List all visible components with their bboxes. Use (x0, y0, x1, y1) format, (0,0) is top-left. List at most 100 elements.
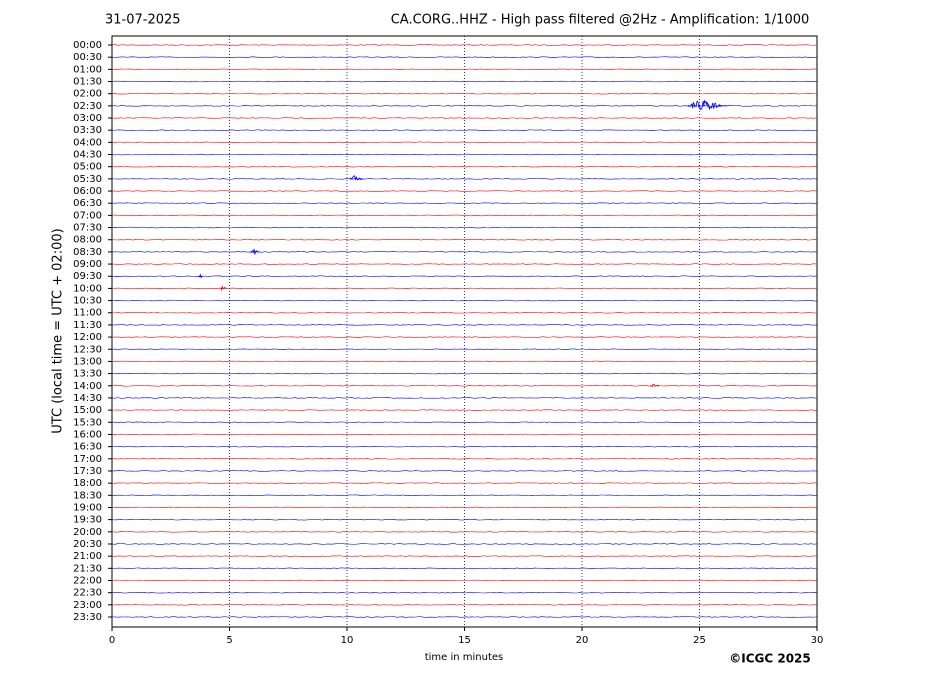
trace (111, 348, 818, 350)
y-axis-label: UTC (local time = UTC + 02:00) (51, 228, 66, 433)
y-tick-label: 20:00 (73, 527, 102, 538)
trace (111, 567, 818, 570)
y-tick-label: 06:00 (73, 186, 102, 197)
y-tick-label: 04:30 (73, 150, 102, 161)
y-tick-label: 02:00 (73, 89, 102, 100)
y-tick-label: 02:30 (73, 101, 102, 112)
trace (111, 336, 818, 338)
trace (111, 80, 818, 83)
trace (111, 287, 818, 290)
trace (111, 385, 818, 387)
y-tick-label: 22:00 (73, 575, 102, 586)
y-tick-label: 05:30 (73, 174, 102, 185)
y-tick-label: 17:30 (73, 466, 102, 477)
trace (111, 239, 818, 241)
trace (111, 275, 818, 277)
y-tick-label: 21:00 (73, 551, 102, 562)
trace (111, 482, 818, 484)
x-tick-label: 30 (811, 635, 824, 646)
y-tick-label: 10:30 (73, 296, 102, 307)
event (687, 99, 728, 111)
trace (111, 506, 818, 509)
x-tick-label: 25 (693, 635, 706, 646)
y-tick-label: 11:00 (73, 308, 102, 319)
trace (111, 518, 818, 521)
trace (111, 579, 818, 582)
trace (111, 68, 818, 71)
y-tick-label: 10:00 (73, 283, 102, 294)
y-tick-label: 12:30 (73, 344, 102, 355)
x-tick-label: 5 (226, 635, 232, 646)
y-tick-label: 09:00 (73, 259, 102, 270)
y-tick-label: 14:30 (73, 393, 102, 404)
chart-title: CA.CORG..HHZ - High pass filtered @2Hz -… (391, 13, 810, 28)
y-tick-label: 16:30 (73, 442, 102, 453)
y-tick-label: 04:00 (73, 137, 102, 148)
y-tick-label: 14:00 (73, 381, 102, 392)
y-tick-label: 21:30 (73, 563, 102, 574)
y-tick-label: 00:00 (73, 40, 102, 51)
y-tick-label: 07:00 (73, 210, 102, 221)
trace (111, 312, 818, 314)
event (649, 383, 660, 388)
y-tick-label: 22:30 (73, 588, 102, 599)
trace (111, 458, 818, 460)
trace (111, 226, 818, 229)
date: 31-07-2025 (105, 13, 181, 28)
trace (111, 56, 818, 58)
y-tick-label: 07:30 (73, 223, 102, 234)
trace (111, 165, 818, 168)
trace (111, 92, 818, 95)
y-tick-label: 09:30 (73, 271, 102, 282)
y-tick-label: 00:30 (73, 52, 102, 63)
y-tick-label: 16:00 (73, 429, 102, 440)
trace (111, 251, 818, 253)
y-tick-label: 06:30 (73, 198, 102, 209)
y-tick-label: 12:00 (73, 332, 102, 343)
trace (111, 409, 818, 411)
y-tick-label: 23:00 (73, 600, 102, 611)
x-tick-label: 20 (576, 635, 589, 646)
trace (111, 433, 818, 436)
trace (111, 141, 818, 144)
y-tick-label: 17:00 (73, 454, 102, 465)
y-tick-label: 15:30 (73, 417, 102, 428)
trace (111, 397, 818, 399)
trace (111, 445, 818, 448)
trace (111, 470, 818, 472)
trace (111, 214, 818, 217)
y-tick-label: 08:30 (73, 247, 102, 258)
event (198, 273, 204, 279)
trace (111, 604, 818, 606)
event (219, 285, 228, 292)
trace (111, 190, 818, 192)
trace (111, 360, 818, 363)
trace (111, 616, 818, 618)
event (348, 174, 364, 181)
x-axis-label: time in minutes (425, 652, 504, 663)
x-tick-label: 0 (109, 635, 115, 646)
trace (111, 299, 818, 302)
y-tick-label: 08:00 (73, 235, 102, 246)
y-tick-label: 03:00 (73, 113, 102, 124)
y-tick-label: 01:00 (73, 64, 102, 75)
y-tick-label: 11:30 (73, 320, 102, 331)
y-tick-label: 19:30 (73, 515, 102, 526)
y-tick-label: 05:00 (73, 162, 102, 173)
trace (111, 117, 818, 119)
y-tick-label: 23:30 (73, 612, 102, 623)
trace (111, 591, 818, 594)
trace (111, 543, 818, 545)
trace (111, 421, 818, 423)
trace (111, 263, 818, 265)
y-tick-label: 15:00 (73, 405, 102, 416)
trace (111, 178, 818, 180)
trace (111, 531, 818, 533)
trace (111, 555, 818, 557)
trace (111, 324, 818, 326)
y-tick-label: 13:00 (73, 356, 102, 367)
y-tick-label: 20:30 (73, 539, 102, 550)
y-tick-label: 19:00 (73, 502, 102, 513)
event (250, 248, 260, 255)
